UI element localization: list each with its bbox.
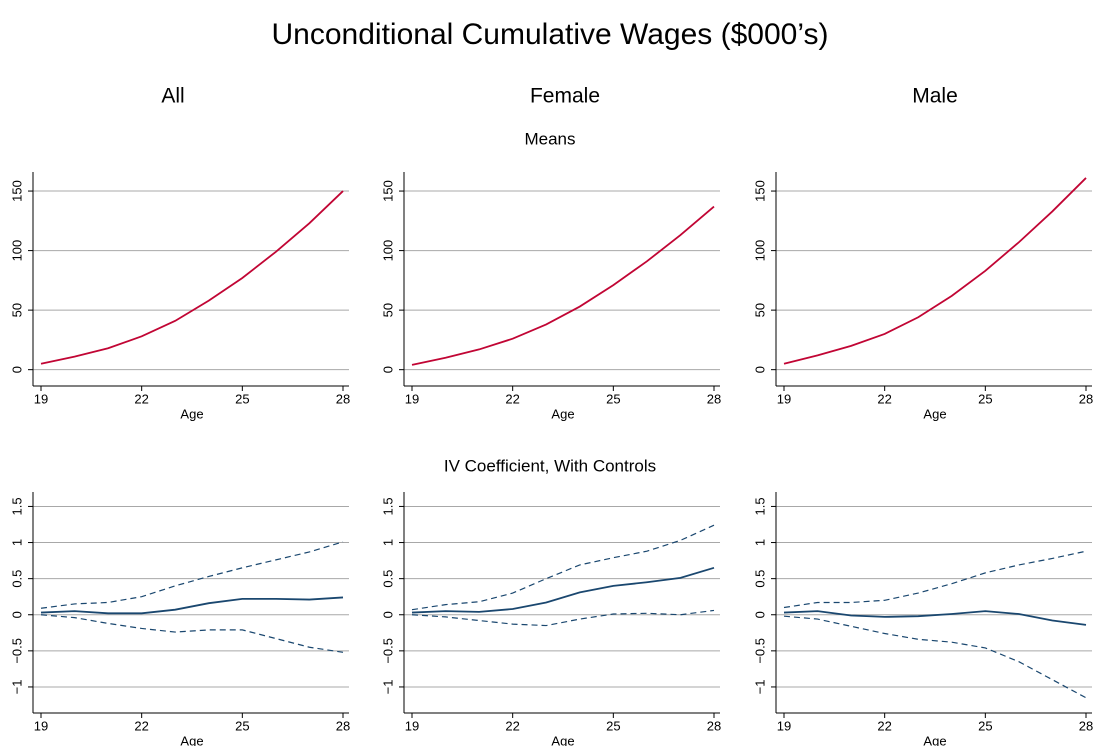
x-tick-label: 22 bbox=[505, 718, 519, 733]
series-line bbox=[40, 541, 344, 609]
column-title: All bbox=[161, 85, 184, 108]
row-title: Means bbox=[524, 129, 575, 148]
series-line bbox=[40, 614, 344, 653]
y-tick-label: 1.5 bbox=[752, 497, 767, 515]
series-line bbox=[40, 190, 344, 365]
y-tick-label: 0 bbox=[380, 366, 395, 373]
y-tick-label: 100 bbox=[380, 240, 395, 262]
y-tick-label: 1 bbox=[9, 539, 24, 546]
x-tick-label: 28 bbox=[336, 718, 350, 733]
y-tick-label: 50 bbox=[380, 303, 395, 317]
x-tick-label: 25 bbox=[978, 718, 992, 733]
y-tick-label: 1.5 bbox=[9, 497, 24, 515]
y-tick-label: −1 bbox=[380, 680, 395, 695]
y-tick-label: 1 bbox=[752, 539, 767, 546]
y-tick-label: 50 bbox=[9, 303, 24, 317]
series-line bbox=[411, 566, 715, 614]
y-tick-label: 150 bbox=[9, 180, 24, 202]
x-tick-label: 28 bbox=[336, 391, 350, 406]
y-tick-label: 100 bbox=[752, 240, 767, 262]
series-line bbox=[40, 596, 344, 615]
y-tick-label: −0.5 bbox=[9, 638, 24, 664]
x-tick-label: 19 bbox=[34, 718, 48, 733]
figure-title: Unconditional Cumulative Wages ($000’s) bbox=[272, 18, 829, 51]
y-tick-label: 150 bbox=[380, 180, 395, 202]
series-line bbox=[783, 550, 1087, 609]
y-tick-label: 100 bbox=[9, 240, 24, 262]
x-tick-label: 22 bbox=[134, 718, 148, 733]
column-title: Female bbox=[530, 85, 600, 108]
x-tick-label: 25 bbox=[235, 718, 249, 733]
x-tick-label: 28 bbox=[1079, 718, 1093, 733]
x-tick-label: 25 bbox=[606, 391, 620, 406]
x-axis-label: Age bbox=[180, 406, 203, 421]
x-axis-label: Age bbox=[923, 406, 946, 421]
x-tick-label: 19 bbox=[405, 391, 419, 406]
y-tick-label: 0 bbox=[752, 611, 767, 618]
x-tick-label: 19 bbox=[34, 391, 48, 406]
series-line bbox=[783, 177, 1087, 365]
x-tick-label: 22 bbox=[505, 391, 519, 406]
x-tick-label: 22 bbox=[877, 391, 891, 406]
y-tick-label: −0.5 bbox=[380, 638, 395, 664]
x-tick-label: 22 bbox=[877, 718, 891, 733]
x-tick-label: 28 bbox=[707, 391, 721, 406]
series-line bbox=[411, 524, 715, 611]
y-tick-label: 150 bbox=[752, 180, 767, 202]
x-tick-label: 19 bbox=[777, 718, 791, 733]
y-tick-label: 0.5 bbox=[752, 570, 767, 588]
column-title: Male bbox=[912, 85, 958, 108]
x-axis-label: Age bbox=[180, 733, 203, 746]
x-tick-label: 28 bbox=[707, 718, 721, 733]
x-axis-label: Age bbox=[551, 406, 574, 421]
y-tick-label: 0.5 bbox=[380, 570, 395, 588]
x-tick-label: 25 bbox=[235, 391, 249, 406]
y-tick-label: −1 bbox=[752, 680, 767, 695]
y-tick-label: 0.5 bbox=[9, 570, 24, 588]
x-tick-label: 28 bbox=[1079, 391, 1093, 406]
y-tick-label: −1 bbox=[9, 680, 24, 695]
x-tick-label: 19 bbox=[777, 391, 791, 406]
x-axis-label: Age bbox=[923, 733, 946, 746]
x-tick-label: 25 bbox=[606, 718, 620, 733]
x-tick-label: 22 bbox=[134, 391, 148, 406]
y-tick-label: 1 bbox=[380, 539, 395, 546]
series-line bbox=[411, 205, 715, 366]
series-line bbox=[411, 609, 715, 627]
y-tick-label: 1.5 bbox=[380, 497, 395, 515]
row-title: IV Coefficient, With Controls bbox=[444, 456, 656, 475]
series-line bbox=[783, 615, 1087, 699]
y-tick-label: 0 bbox=[9, 611, 24, 618]
x-axis-label: Age bbox=[551, 733, 574, 746]
x-tick-label: 19 bbox=[405, 718, 419, 733]
y-tick-label: 0 bbox=[9, 366, 24, 373]
y-tick-label: 50 bbox=[752, 303, 767, 317]
y-tick-label: −0.5 bbox=[752, 638, 767, 664]
series-line bbox=[783, 610, 1087, 626]
y-tick-label: 0 bbox=[752, 366, 767, 373]
y-tick-label: 0 bbox=[380, 611, 395, 618]
x-tick-label: 25 bbox=[978, 391, 992, 406]
